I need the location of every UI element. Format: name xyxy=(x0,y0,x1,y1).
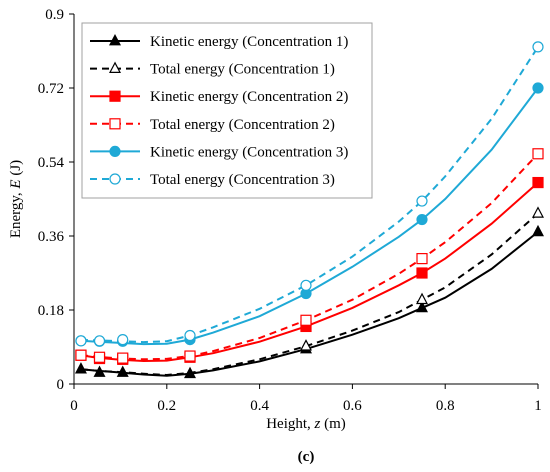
data-point xyxy=(93,335,106,347)
x-tick-label: 0 xyxy=(70,398,78,414)
series-line xyxy=(80,231,539,377)
y-tick-label: 0 xyxy=(57,377,65,393)
x-tick-label: 1 xyxy=(534,398,542,414)
legend-marker xyxy=(109,145,121,157)
series-line xyxy=(80,181,539,363)
series-line xyxy=(80,153,539,361)
legend: Kinetic energy (Concentration 1) Total en… xyxy=(81,22,373,199)
legend-entry: Kinetic energy (Concentration 1) xyxy=(90,33,348,50)
legend-marker xyxy=(109,173,121,185)
y-tick-label: 0.9 xyxy=(45,7,64,23)
legend-label: Kinetic energy (Concentration 1) xyxy=(150,34,348,50)
data-point xyxy=(93,351,106,363)
data-point xyxy=(300,279,312,291)
data-point xyxy=(532,176,544,189)
data-point xyxy=(184,350,196,362)
data-point xyxy=(184,329,196,342)
legend-label: Kinetic energy (Concentration 3) xyxy=(150,144,348,160)
data-point xyxy=(75,349,87,361)
series-1 xyxy=(74,224,544,379)
data-point xyxy=(416,292,428,305)
data-point xyxy=(416,267,428,279)
legend-label: Kinetic energy (Concentration 2) xyxy=(150,89,348,105)
x-tick-label: 0.6 xyxy=(343,398,362,414)
y-axis-title: Energy, E (J) xyxy=(8,160,24,238)
legend-entry: Kinetic energy (Concentration 2) xyxy=(90,89,348,105)
x-tick-label: 0.4 xyxy=(250,398,269,414)
y-tick-label: 0.36 xyxy=(38,229,65,245)
data-point xyxy=(74,362,87,374)
data-point xyxy=(532,148,544,160)
data-point xyxy=(300,314,312,326)
series-line xyxy=(80,46,539,344)
legend-entry: Total energy (Concentration 1) xyxy=(90,61,335,78)
data-point xyxy=(532,206,544,218)
legend-label: Total energy (Concentration 3) xyxy=(150,172,335,188)
data-point xyxy=(532,82,544,94)
x-axis-ticks: 0 0.2 0.4 0.6 0.8 1 xyxy=(70,384,542,414)
series-6 xyxy=(75,41,544,347)
plot-area xyxy=(74,41,544,379)
series-4 xyxy=(75,148,544,364)
data-point xyxy=(416,213,428,226)
data-point xyxy=(532,41,544,53)
y-tick-label: 0.18 xyxy=(38,303,64,319)
legend-entry: Kinetic energy (Concentration 3) xyxy=(90,144,348,160)
legend-marker xyxy=(109,33,121,46)
legend-entry: Total energy (Concentration 3) xyxy=(90,172,335,188)
series-2 xyxy=(80,206,544,377)
data-point xyxy=(416,195,428,207)
data-point xyxy=(300,339,312,351)
data-point xyxy=(117,334,129,346)
panel-label: (c) xyxy=(298,449,315,465)
y-tick-label: 0.54 xyxy=(38,155,65,171)
y-axis-ticks: 0 0.18 0.36 0.54 0.72 0.9 xyxy=(38,7,74,393)
legend-label: Total energy (Concentration 1) xyxy=(150,62,335,78)
x-tick-label: 0.8 xyxy=(436,398,455,414)
x-tick-label: 0.2 xyxy=(157,398,176,414)
legend-entry: Total energy (Concentration 2) xyxy=(90,117,335,133)
series-line xyxy=(80,87,539,346)
legend-box xyxy=(81,22,373,199)
legend-label: Total energy (Concentration 2) xyxy=(150,117,335,133)
x-axis-title: Height, z (m) xyxy=(266,416,346,432)
data-point xyxy=(75,335,87,347)
legend-marker xyxy=(109,90,121,102)
series-line xyxy=(80,212,539,377)
data-point xyxy=(117,352,129,364)
data-point xyxy=(416,253,428,265)
legend-marker xyxy=(109,118,121,130)
series-3 xyxy=(75,176,544,365)
legend-marker xyxy=(109,61,121,73)
y-tick-label: 0.72 xyxy=(38,81,64,97)
data-point xyxy=(416,300,428,313)
data-point xyxy=(532,224,544,237)
